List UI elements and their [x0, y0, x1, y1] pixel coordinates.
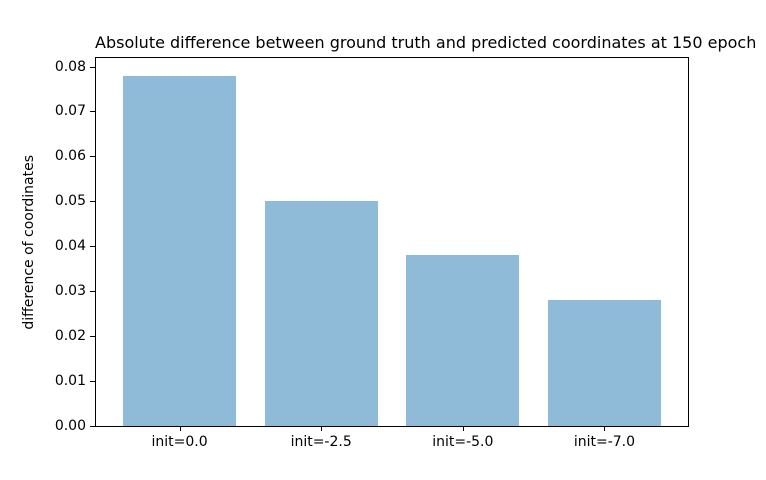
- y-tick-label-0.05: 0.05: [54, 193, 86, 210]
- bar-init--5.0: [406, 255, 520, 426]
- x-tick-mark-init--2.5: [321, 426, 323, 431]
- plot-area: [95, 57, 689, 427]
- x-tick-label-init-0.0: init=0.0: [151, 434, 208, 450]
- y-tick-label-0.02: 0.02: [54, 328, 86, 345]
- bar-init--7.0: [547, 300, 662, 426]
- y-tick-label-0.03: 0.03: [54, 283, 86, 300]
- bar-init-0.0: [122, 75, 237, 426]
- y-axis-label: difference of coordinates: [18, 57, 40, 427]
- y-axis-label-text: difference of coordinates: [21, 154, 37, 330]
- y-tick-mark-0.00: [90, 426, 95, 427]
- y-tick-mark-0.04: [90, 246, 95, 248]
- chart-title: Absolute difference between ground truth…: [95, 33, 757, 52]
- x-tick-label-init--2.5: init=-2.5: [290, 434, 352, 450]
- y-tick-label-0.06: 0.06: [54, 148, 86, 165]
- y-tick-mark-0.07: [90, 111, 95, 113]
- y-tick-label-0.01: 0.01: [54, 373, 86, 390]
- y-tick-mark-0.08: [90, 66, 95, 68]
- y-tick-label-0.04: 0.04: [54, 238, 86, 255]
- y-tick-mark-0.01: [90, 381, 95, 383]
- x-tick-label-init--7.0: init=-7.0: [573, 434, 636, 450]
- y-tick-mark-0.03: [90, 291, 95, 293]
- x-tick-mark-init--7.0: [604, 426, 606, 431]
- y-tick-label-0.08: 0.08: [54, 58, 86, 75]
- x-tick-mark-init-0.0: [179, 426, 181, 431]
- y-tick-mark-0.06: [90, 156, 95, 158]
- y-tick-label-0.07: 0.07: [54, 103, 86, 120]
- bar-init--2.5: [264, 201, 378, 426]
- x-tick-label-init--5.0: init=-5.0: [432, 434, 494, 450]
- y-tick-mark-0.02: [90, 336, 95, 338]
- y-tick-label-0.00: 0.00: [54, 418, 86, 434]
- x-tick-mark-init--5.0: [462, 426, 464, 431]
- y-tick-mark-0.05: [90, 201, 95, 203]
